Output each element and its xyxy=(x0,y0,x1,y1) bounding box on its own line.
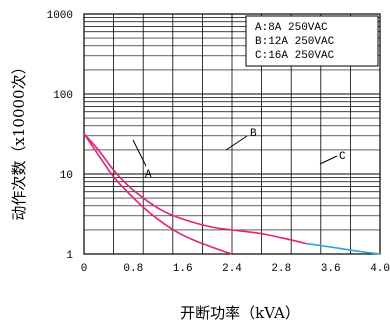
y-tick-label: 1000 xyxy=(47,10,73,22)
x-axis-title: 开断功率（kVA） xyxy=(180,304,300,322)
x-tick-label: 0.8 xyxy=(123,263,143,275)
curve-labels: A B C xyxy=(132,128,346,181)
legend-entry-a: A:8A 250VAC xyxy=(255,22,328,34)
x-axis-ticks: 0 0.8 1.6 2.4 2.8 3.6 4.0 xyxy=(81,263,390,275)
callout-b-line xyxy=(225,135,248,151)
y-tick-label: 10 xyxy=(60,170,73,182)
x-tick-label: 1.6 xyxy=(173,263,193,275)
curve-label-b: B xyxy=(250,128,257,140)
x-tick-label: 4.0 xyxy=(370,263,390,275)
series-layer xyxy=(83,133,381,255)
y-tick-label: 100 xyxy=(53,90,73,102)
x-tick-label: 2.8 xyxy=(271,263,291,275)
legend-entry-b: B:12A 250VAC xyxy=(255,36,335,48)
series-line-c xyxy=(305,242,381,255)
legend: A:8A 250VAC B:12A 250VAC C:16A 250VAC xyxy=(245,15,379,67)
callout-a-line xyxy=(132,139,147,167)
curve-label-c: C xyxy=(339,151,346,163)
legend-entry-c: C:16A 250VAC xyxy=(255,50,335,62)
legend-box xyxy=(245,15,379,67)
x-tick-label: 0 xyxy=(81,263,88,275)
y-axis-ticks: 1 10 100 1000 xyxy=(47,10,74,262)
callout-c-line xyxy=(319,155,338,165)
series-line-b xyxy=(83,133,307,245)
series-line-a xyxy=(83,133,233,255)
curve-label-a: A xyxy=(145,169,152,181)
y-tick-label: 1 xyxy=(66,250,73,262)
x-tick-label: 3.6 xyxy=(321,263,341,275)
x-tick-label: 2.4 xyxy=(222,263,242,275)
y-axis-title: 动作次数（x10000次） xyxy=(10,59,28,220)
